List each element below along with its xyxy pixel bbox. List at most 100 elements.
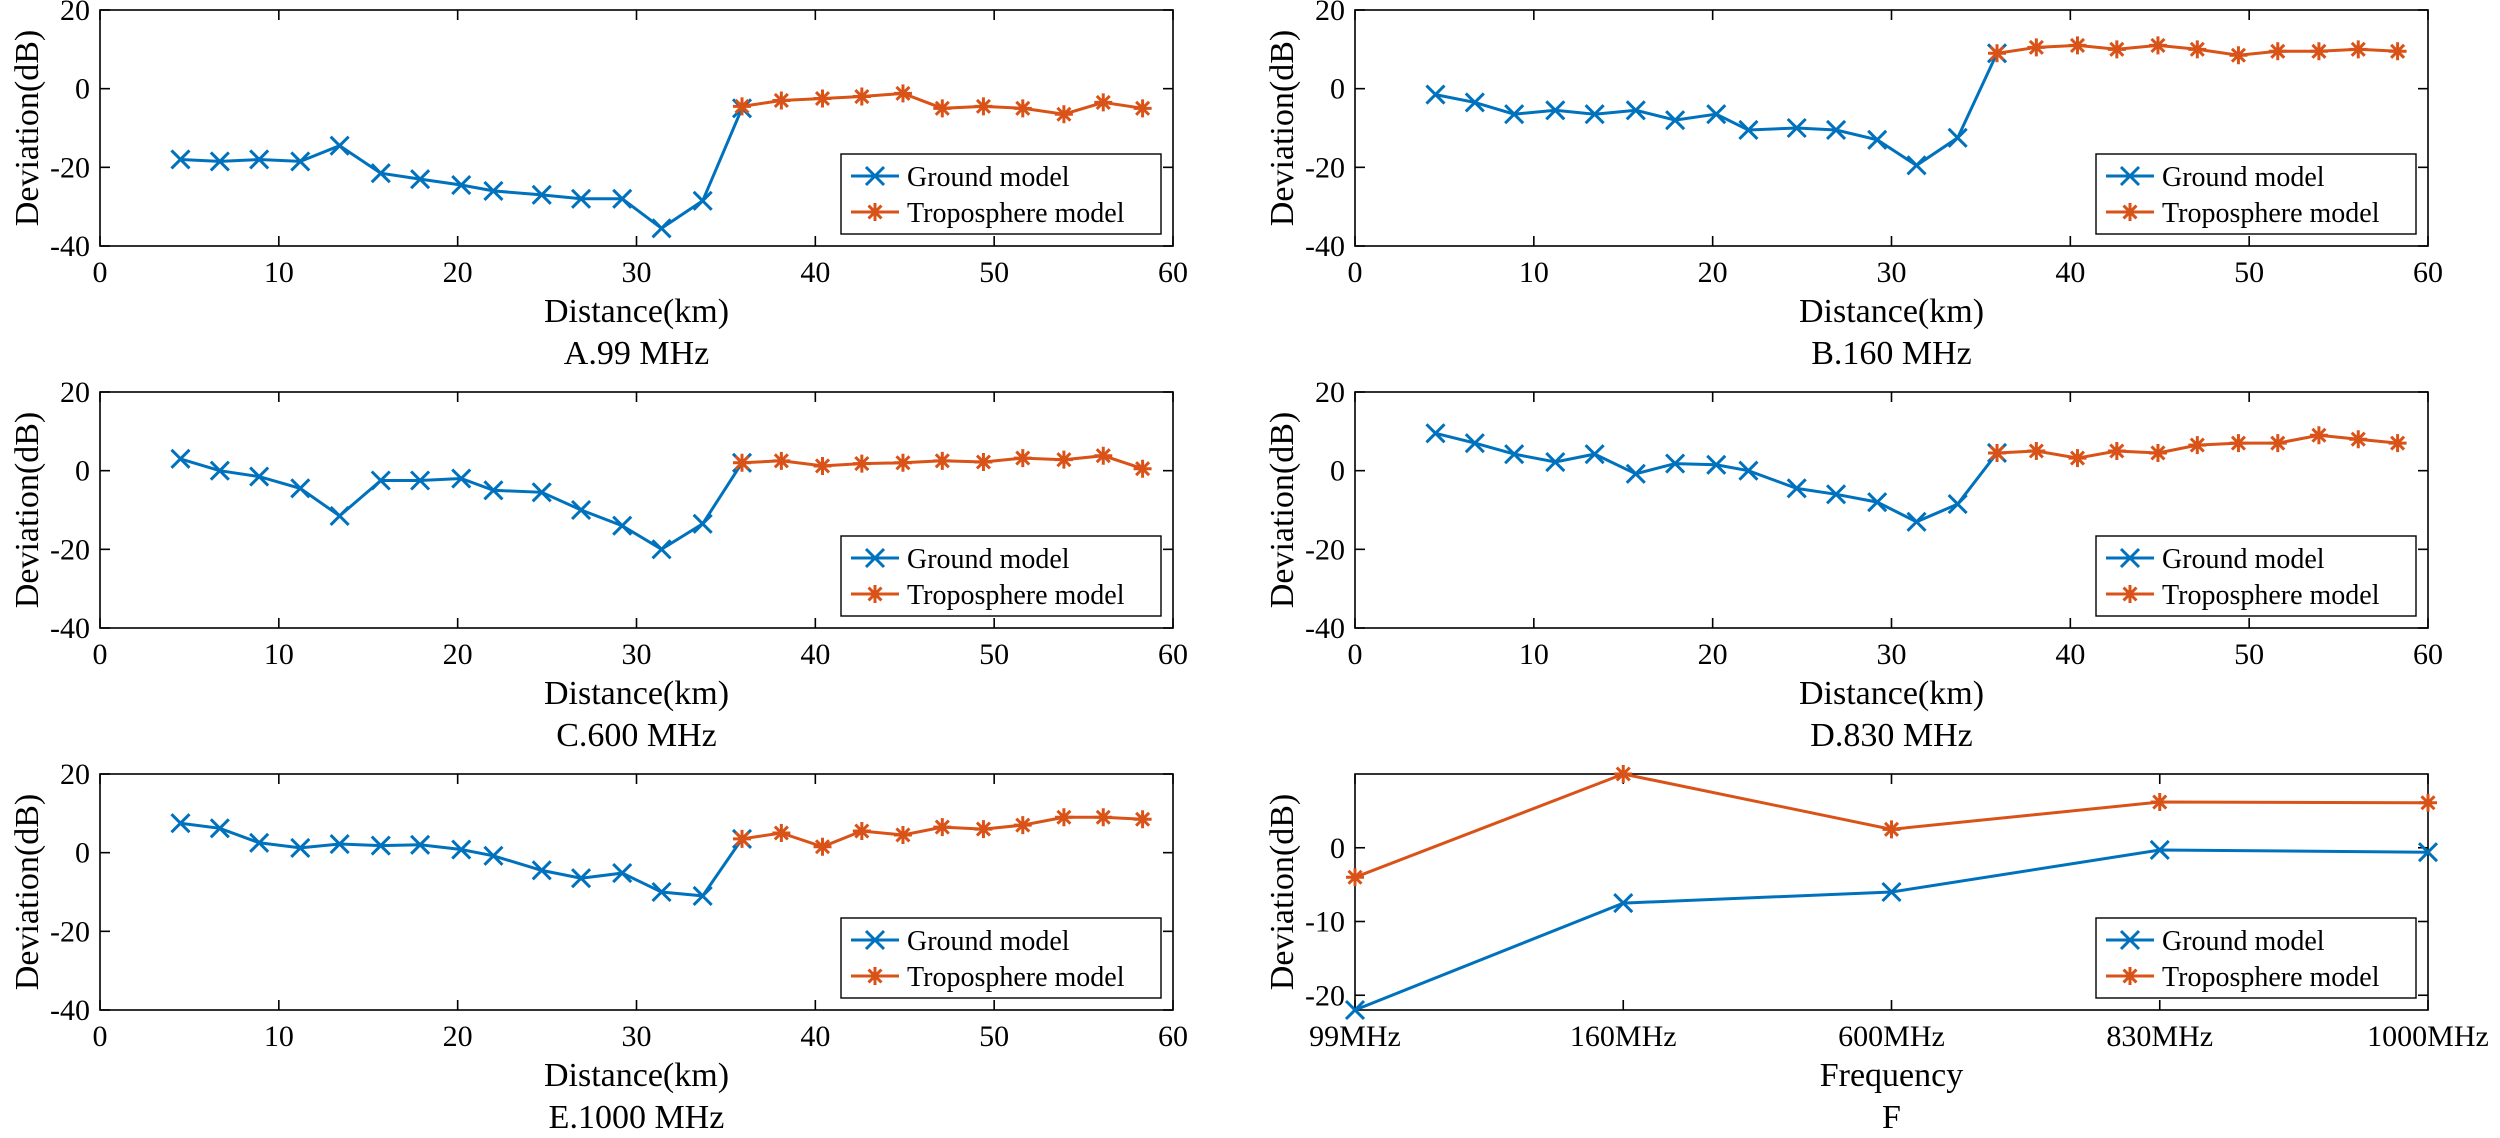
ground-point xyxy=(451,174,472,196)
ground-point xyxy=(1625,100,1646,121)
legend-marker xyxy=(866,967,884,985)
ground-point xyxy=(531,482,552,503)
troposphere-point xyxy=(933,99,952,118)
troposphere-point xyxy=(1013,816,1032,835)
y-tick-label: 20 xyxy=(60,376,90,409)
ground-point xyxy=(1947,127,1968,148)
ground-point xyxy=(1738,460,1759,481)
troposphere-point xyxy=(813,456,832,475)
ground-point xyxy=(1706,454,1727,475)
x-tick-label: 60 xyxy=(2413,256,2443,289)
ground-point xyxy=(531,860,552,881)
y-tick-label: 0 xyxy=(75,837,90,870)
ground-point xyxy=(1786,478,1807,499)
x-tick-label: 160MHz xyxy=(1570,1020,1677,1053)
troposphere-point xyxy=(2188,436,2207,455)
ground-point xyxy=(1786,117,1807,139)
legend: Ground model Troposphere model xyxy=(840,917,1162,999)
chart-panel-B: 0 10 20 30 40 50 60 -40 -20 0 20 Distance(km) B.160 … xyxy=(1264,0,2443,372)
troposphere-point xyxy=(893,84,912,103)
troposphere-point xyxy=(772,451,791,470)
troposphere-point xyxy=(1094,446,1113,465)
ground-point xyxy=(370,470,391,491)
legend-label: Ground model xyxy=(2162,162,2325,193)
y-tick-label: 20 xyxy=(1315,0,1345,27)
x-tick-label: 0 xyxy=(93,256,108,289)
panel-caption: D.830 MHz xyxy=(1810,717,1972,754)
x-tick-label: 20 xyxy=(1698,256,1728,289)
troposphere-point xyxy=(852,87,871,106)
troposphere-point xyxy=(1094,93,1113,112)
ground-point xyxy=(612,515,633,536)
x-tick-label: 10 xyxy=(264,638,294,671)
troposphere-point xyxy=(733,97,752,116)
troposphere-point xyxy=(1013,99,1032,118)
troposphere-point xyxy=(733,829,752,848)
chart-panel-E: 0 10 20 30 40 50 60 -40 -20 0 20 Distance(km) E.1000… xyxy=(9,758,1188,1136)
y-tick-label: 0 xyxy=(75,73,90,106)
ground-point xyxy=(571,499,592,521)
ground-point xyxy=(209,151,230,172)
x-tick-label: 40 xyxy=(800,638,830,671)
ground-point xyxy=(410,169,431,190)
troposphere-point xyxy=(2148,36,2167,55)
ground-point xyxy=(410,834,431,855)
x-axis-label: Distance(km) xyxy=(1799,293,1984,330)
ground-point xyxy=(1906,155,1927,176)
x-tick-label: 10 xyxy=(1519,256,1549,289)
troposphere-point xyxy=(2268,434,2287,453)
ground-point xyxy=(1584,444,1605,465)
ground-point xyxy=(1947,494,1968,515)
legend-marker xyxy=(864,547,886,569)
x-tick-label: 40 xyxy=(800,1020,830,1053)
y-axis-label: Deviation(dB) xyxy=(9,794,46,990)
ground-point xyxy=(1706,104,1727,125)
y-tick-label: 0 xyxy=(75,455,90,488)
troposphere-point xyxy=(1133,99,1152,118)
x-tick-label: 20 xyxy=(1698,638,1728,671)
legend-marker xyxy=(2119,165,2141,187)
ground-point xyxy=(370,835,391,856)
x-tick-label: 60 xyxy=(2413,638,2443,671)
legend-label: Troposphere model xyxy=(2162,198,2380,229)
legend-marker xyxy=(866,585,884,603)
troposphere-point xyxy=(772,91,791,110)
ground-point xyxy=(692,885,713,906)
ground-point xyxy=(170,448,191,469)
legend-label: Troposphere model xyxy=(2162,962,2380,993)
troposphere-point xyxy=(2148,443,2167,462)
ground-point xyxy=(290,478,311,499)
y-axis-label: Deviation(dB) xyxy=(1264,794,1301,990)
ground-point xyxy=(1344,999,1366,1021)
ground-point xyxy=(571,868,592,889)
troposphere-point xyxy=(2229,46,2248,65)
troposphere-point xyxy=(893,825,912,844)
chart-panel-D: 0 10 20 30 40 50 60 -40 -20 0 20 Distance(km) D.830 … xyxy=(1264,376,2443,754)
ground-point xyxy=(692,190,713,211)
troposphere-point xyxy=(893,453,912,472)
troposphere-point xyxy=(2107,442,2126,460)
legend-label: Ground model xyxy=(907,926,1070,957)
ground-point xyxy=(249,149,270,170)
chart-panel-F: 99MHz 160MHz 600MHz 830MHz 1000MHz -20 -10 0 Fre… xyxy=(1264,765,2489,1136)
y-axis-label: Deviation(dB) xyxy=(1264,30,1301,226)
x-tick-label: 30 xyxy=(622,1020,652,1053)
ground-point xyxy=(1425,423,1446,444)
troposphere-point xyxy=(2309,42,2328,61)
x-tick-label: 40 xyxy=(2055,256,2085,289)
ground-point xyxy=(249,832,270,853)
ground-point xyxy=(1881,881,1902,903)
ground-point xyxy=(329,135,350,156)
troposphere-point xyxy=(1054,450,1073,469)
legend-box xyxy=(840,535,1162,617)
troposphere-point xyxy=(772,824,791,842)
troposphere-point xyxy=(2027,38,2046,57)
x-tick-label: 50 xyxy=(979,638,1009,671)
y-tick-label: 20 xyxy=(1315,376,1345,409)
troposphere-point xyxy=(2188,40,2207,59)
troposphere-point xyxy=(974,820,993,839)
ground-point xyxy=(1425,84,1446,105)
troposphere-point xyxy=(2268,42,2287,61)
troposphere-point xyxy=(1094,808,1113,827)
